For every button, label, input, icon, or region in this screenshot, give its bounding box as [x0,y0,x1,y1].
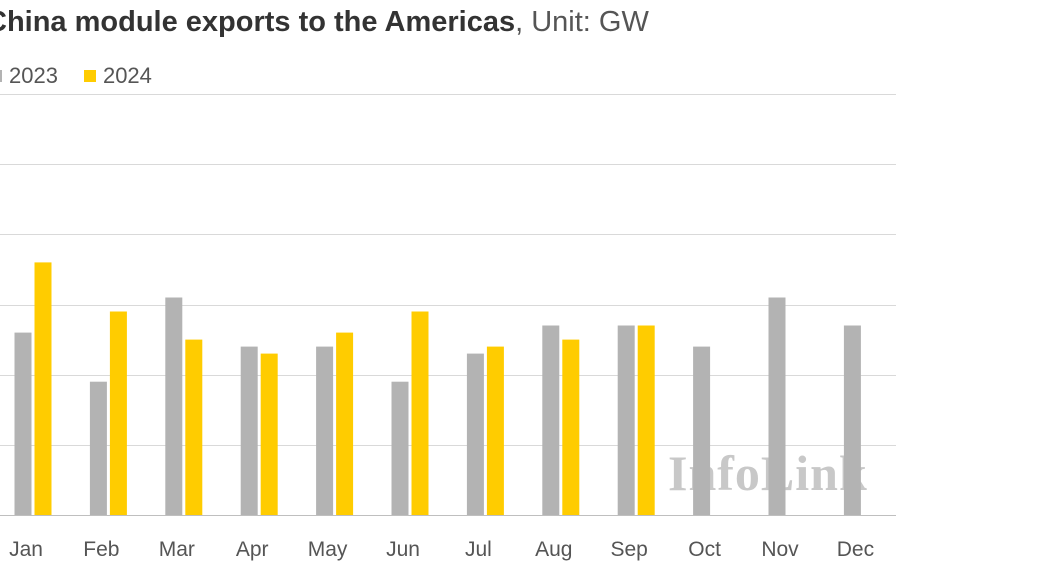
legend-swatch-2023 [0,70,2,82]
bar-2024-May [336,332,354,515]
bar-2023-Nov [768,297,786,515]
bar-2024-Mar [185,339,203,515]
x-tick-Dec: Dec [837,538,874,561]
x-tick-Aug: Aug [535,538,572,561]
legend-swatch-2024 [83,70,96,82]
bar-2024-Sep [637,325,655,515]
x-tick-Sep: Sep [611,538,648,561]
x-tick-Mar: Mar [159,538,195,561]
chart-title: China module exports to the Americas, Un… [0,6,649,39]
bar-2024-Jun [411,311,429,515]
bar-2023-Apr [240,346,258,515]
x-tick-Jan: Jan [9,538,43,561]
bar-2024-Jan [34,262,52,515]
x-tick-Jun: Jun [386,538,420,561]
bar-2023-Dec [843,325,861,515]
legend-item-2023: 2023 [0,63,58,89]
bar-2023-Oct [693,346,711,515]
chart-title-text: China module exports to the Americas [0,6,516,38]
bar-2024-Apr [260,353,278,515]
legend: 2023 2024 [0,63,178,89]
bar-2023-Sep [617,325,635,515]
bar-2023-Jul [466,353,484,515]
bar-2023-Aug [542,325,560,515]
x-tick-Feb: Feb [83,538,119,561]
x-tick-Apr: Apr [236,538,269,561]
x-tick-May: May [308,538,348,561]
legend-item-2024: 2024 [83,63,152,89]
x-tick-Oct: Oct [688,538,721,561]
x-tick-Nov: Nov [761,538,799,561]
legend-label-2023: 2023 [9,63,58,88]
bar-2024-Feb [109,311,127,515]
bar-2024-Jul [486,346,504,515]
bar-2023-Jun [391,381,409,515]
legend-label-2024: 2024 [102,63,152,88]
bar-2023-Jan [14,332,32,515]
bar-2023-May [316,346,334,515]
bar-2023-Feb [89,381,107,515]
bar-2023-Mar [165,297,183,515]
chart-unit: , Unit: GW [515,6,649,38]
x-tick-Jul: Jul [465,538,492,561]
bar-2024-Aug [562,339,580,515]
